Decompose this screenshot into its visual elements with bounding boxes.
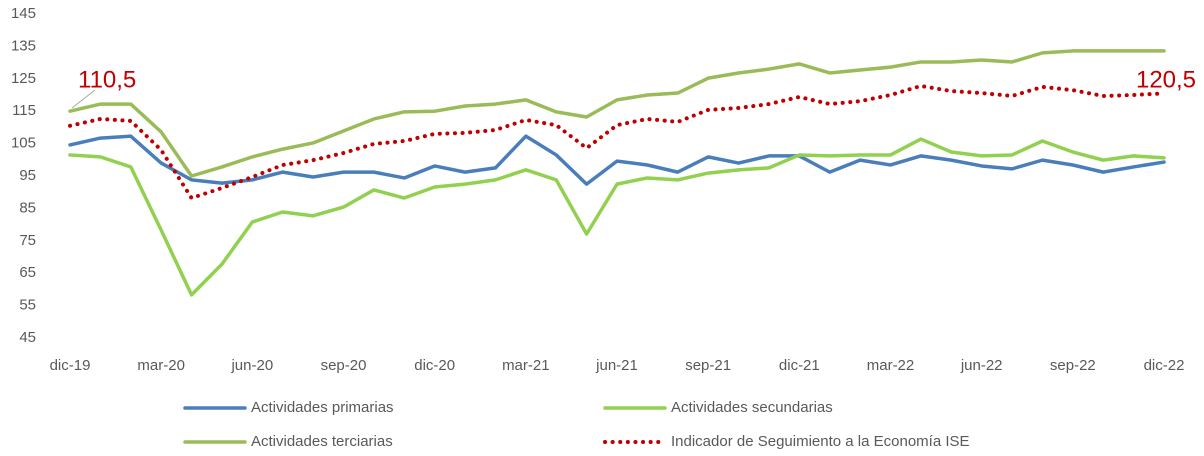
y-tick-label: 45	[19, 329, 36, 346]
x-tick-label: jun-22	[960, 357, 1003, 374]
y-tick-label: 145	[11, 5, 36, 22]
y-tick-label: 95	[19, 167, 36, 184]
series-line	[68, 134, 1166, 186]
y-tick-label: 125	[11, 70, 36, 87]
y-tick-label: 135	[11, 37, 36, 54]
x-tick-label: jun-20	[230, 357, 273, 374]
y-tick-label: 85	[19, 199, 36, 216]
y-tick-label: 55	[19, 297, 36, 314]
x-tick-label: sep-21	[685, 357, 731, 374]
x-tick-label: dic-20	[414, 357, 455, 374]
x-tick-label: mar-20	[137, 357, 185, 374]
series-line	[68, 49, 1166, 178]
x-tick-label: mar-21	[502, 357, 550, 374]
legend-label: Actividades secundarias	[671, 399, 833, 416]
y-tick-label: 75	[19, 232, 36, 249]
x-tick-label: dic-19	[50, 357, 91, 374]
legend-label: Actividades terciarias	[251, 433, 393, 450]
y-tick-label: 65	[19, 264, 36, 281]
x-tick-label: mar-22	[867, 357, 915, 374]
value-label: 110,5	[78, 66, 136, 93]
leader-line	[71, 89, 96, 109]
x-tick-label: sep-20	[321, 357, 367, 374]
x-tick-label: sep-22	[1050, 357, 1096, 374]
x-tick-label: dic-22	[1144, 357, 1185, 374]
series-line	[68, 137, 1166, 297]
legend-label: Indicador de Seguimiento a la Economía I…	[671, 433, 970, 450]
legend-label: Actividades primarias	[251, 399, 394, 416]
y-tick-label: 115	[12, 102, 36, 119]
y-tick-label: 105	[11, 135, 36, 152]
x-tick-label: jun-21	[595, 357, 638, 374]
value-label: 120,5	[1136, 66, 1196, 93]
x-tick-label: dic-21	[779, 357, 820, 374]
